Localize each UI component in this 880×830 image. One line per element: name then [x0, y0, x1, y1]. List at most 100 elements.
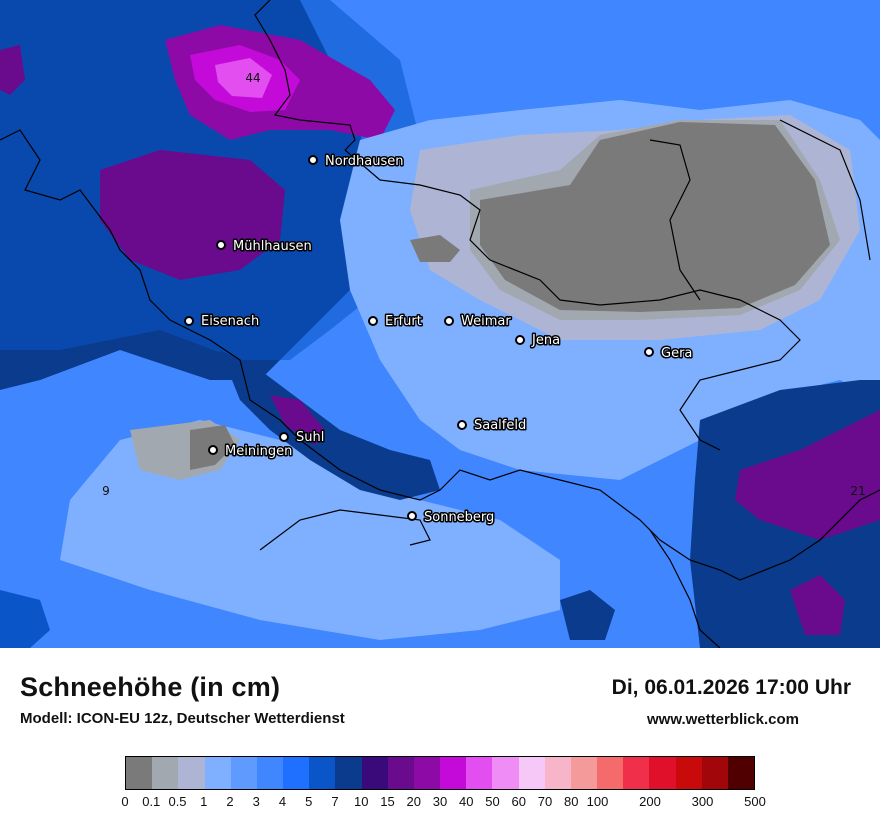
city-marker — [407, 511, 417, 521]
legend-tick-label: 15 — [380, 794, 395, 809]
legend-tick-label: 2 — [226, 794, 234, 809]
city-marker — [444, 316, 454, 326]
legend-swatch — [335, 757, 362, 789]
legend-swatch — [623, 757, 650, 789]
city-label: Eisenach — [201, 314, 259, 329]
value-label: 9 — [102, 484, 110, 498]
legend-tick-label: 300 — [691, 794, 714, 809]
city-label: Erfurt — [385, 314, 422, 329]
legend-swatch — [570, 757, 598, 789]
legend-swatch — [727, 757, 755, 789]
legend-tick-label: 5 — [305, 794, 313, 809]
snow-field-forest-ridge — [220, 350, 440, 500]
map-title: Schneehöhe (in cm) — [20, 672, 281, 702]
city-nordhausen: Nordhausen — [308, 153, 405, 171]
legend-swatch — [230, 757, 257, 789]
legend-tick-label: 1 — [200, 794, 208, 809]
value-label: 21 — [850, 484, 865, 498]
legend-tick-label: 60 — [511, 794, 526, 809]
city-label: Weimar — [461, 314, 511, 329]
city-muehlhausen: Mühlhausen — [216, 238, 313, 256]
city-marker — [208, 445, 218, 455]
city-jena: Jena — [515, 332, 562, 350]
legend-swatch — [256, 757, 284, 789]
snow-field-hainich-purple — [100, 150, 285, 280]
legend-swatch — [701, 757, 728, 789]
snow-field-forest-ridge-purple — [270, 395, 325, 445]
state-borders — [0, 0, 880, 648]
legend-swatch — [283, 757, 310, 789]
legend-swatch — [309, 757, 336, 789]
city-marker — [279, 432, 289, 442]
legend-swatch — [204, 757, 231, 789]
city-marker — [644, 347, 654, 357]
legend-tick-label: 3 — [252, 794, 260, 809]
city-saalfeld: Saalfeld — [457, 417, 528, 435]
city-gera: Gera — [644, 345, 694, 363]
legend-tick-label: 4 — [278, 794, 287, 809]
snow-field-east-purple-south — [790, 575, 845, 635]
city-marker — [368, 316, 378, 326]
legend-swatch — [649, 757, 676, 789]
legend-tick-label: 100 — [586, 794, 609, 809]
legend-swatch — [466, 757, 493, 789]
legend-tick-label: 0 — [121, 794, 129, 809]
city-marker — [515, 335, 525, 345]
model-source: Modell: ICON-EU 12z, Deutscher Wetterdie… — [20, 710, 345, 727]
legend-swatch — [492, 757, 519, 789]
legend-tick-label: 70 — [537, 794, 553, 809]
snow-field-west-purple — [0, 45, 25, 95]
legend-swatch — [152, 757, 179, 789]
city-marker — [308, 155, 318, 165]
color-scale-ticks: 0 0.1 0.5 1 2 3 4 5 7 10 15 20 30 40 50 60 70 80 100 200 300… — [0, 794, 880, 814]
legend-tick-label: 20 — [406, 794, 421, 809]
legend-tick-label: 50 — [485, 794, 500, 809]
city-marker — [184, 316, 194, 326]
legend-swatch — [675, 757, 702, 789]
city-label: Suhl — [296, 430, 324, 445]
city-marker — [216, 240, 226, 250]
city-marker — [457, 420, 467, 430]
city-suhl: Suhl — [279, 429, 326, 447]
city-sonneberg: Sonneberg — [407, 509, 496, 527]
color-scale-legend — [125, 756, 755, 790]
snow-field-south-spot — [560, 590, 615, 640]
legend-swatch — [178, 757, 205, 789]
legend-tick-label: 40 — [459, 794, 474, 809]
city-eisenach: Eisenach — [184, 313, 261, 331]
snow-field-east-purple — [735, 410, 880, 540]
legend-tick-label: 0.5 — [168, 794, 187, 809]
legend-swatch — [413, 757, 441, 789]
snow-free-area — [480, 122, 830, 312]
forecast-datetime: Di, 06.01.2026 17:00 Uhr — [611, 676, 851, 699]
city-label: Saalfeld — [474, 418, 526, 433]
city-label: Nordhausen — [325, 154, 404, 169]
legend-swatch — [544, 757, 571, 789]
legend-tick-label: 7 — [331, 794, 339, 809]
website-credit: www.wetterblick.com — [647, 711, 799, 728]
legend-swatch — [361, 757, 388, 789]
snow-free-west-patch — [410, 235, 460, 262]
legend-swatch — [597, 757, 624, 789]
map-footer: Schneehöhe (in cm) Modell: ICON-EU 12z, … — [0, 648, 880, 830]
legend-tick-label: 200 — [639, 794, 661, 809]
legend-swatch — [126, 757, 153, 789]
legend-tick-label: 30 — [432, 794, 448, 809]
legend-swatch — [387, 757, 414, 789]
city-weimar: Weimar — [444, 313, 513, 331]
city-label: Gera — [661, 346, 692, 361]
city-label: Mühlhausen — [233, 239, 312, 254]
snow-field-southwest — [0, 590, 50, 648]
value-label: 44 — [245, 71, 260, 85]
legend-swatch — [440, 757, 467, 789]
legend-tick-label: 10 — [354, 794, 369, 809]
legend-swatch — [518, 757, 545, 789]
snow-field-north-peak — [215, 58, 272, 98]
city-label: Meiningen — [225, 444, 292, 459]
city-erfurt: Erfurt — [368, 313, 423, 331]
legend-tick-label: 0.1 — [142, 794, 161, 809]
legend-tick-label: 80 — [564, 794, 579, 809]
snow-depth-map: 44 9 21 Nordhausen Mühlhausen Eisenach E… — [0, 0, 880, 648]
city-label: Jena — [531, 333, 560, 348]
city-meiningen: Meiningen — [208, 443, 294, 461]
